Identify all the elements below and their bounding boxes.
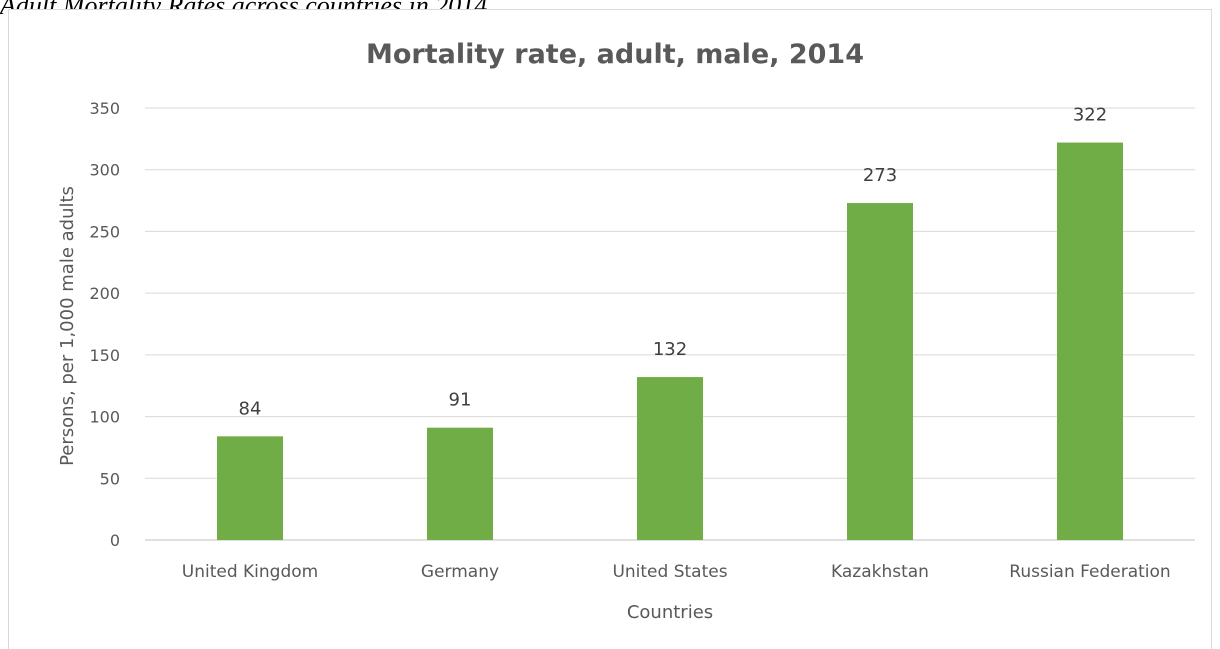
y-axis-label: Persons, per 1,000 male adults bbox=[57, 186, 78, 466]
y-axis-ticks: 0 50 100 150 200 250 300 350 bbox=[89, 99, 120, 550]
x-tick-label: Kazakhstan bbox=[831, 562, 929, 582]
data-label: 322 bbox=[1073, 105, 1107, 126]
data-labels: 84 91 132 273 322 bbox=[239, 105, 1108, 420]
data-label: 84 bbox=[239, 398, 262, 419]
data-label: 273 bbox=[863, 165, 897, 186]
chart-title: Mortality rate, adult, male, 2014 bbox=[366, 39, 864, 70]
bar bbox=[217, 436, 283, 540]
data-label: 91 bbox=[449, 390, 472, 411]
x-tick-label: Germany bbox=[421, 562, 499, 582]
y-tick-label: 0 bbox=[110, 531, 120, 550]
y-tick-label: 50 bbox=[100, 469, 120, 488]
x-axis-label: Countries bbox=[627, 602, 713, 623]
y-tick-label: 150 bbox=[89, 346, 120, 365]
bar bbox=[847, 203, 913, 541]
x-axis-ticks: United Kingdom Germany United States Kazakh… bbox=[182, 562, 1171, 582]
x-tick-label: United States bbox=[612, 562, 727, 582]
y-tick-label: 300 bbox=[89, 161, 120, 180]
y-tick-label: 350 bbox=[89, 99, 120, 118]
bar bbox=[427, 427, 493, 540]
bar bbox=[637, 377, 703, 540]
x-tick-label: United Kingdom bbox=[182, 562, 318, 582]
x-tick-label: Russian Federation bbox=[1009, 562, 1170, 582]
y-tick-label: 250 bbox=[89, 222, 120, 241]
y-tick-label: 100 bbox=[89, 408, 120, 427]
bar bbox=[1057, 142, 1123, 540]
data-label: 132 bbox=[653, 339, 687, 360]
y-tick-label: 200 bbox=[89, 284, 120, 303]
chart-frame bbox=[8, 9, 1212, 649]
bars bbox=[217, 142, 1123, 541]
